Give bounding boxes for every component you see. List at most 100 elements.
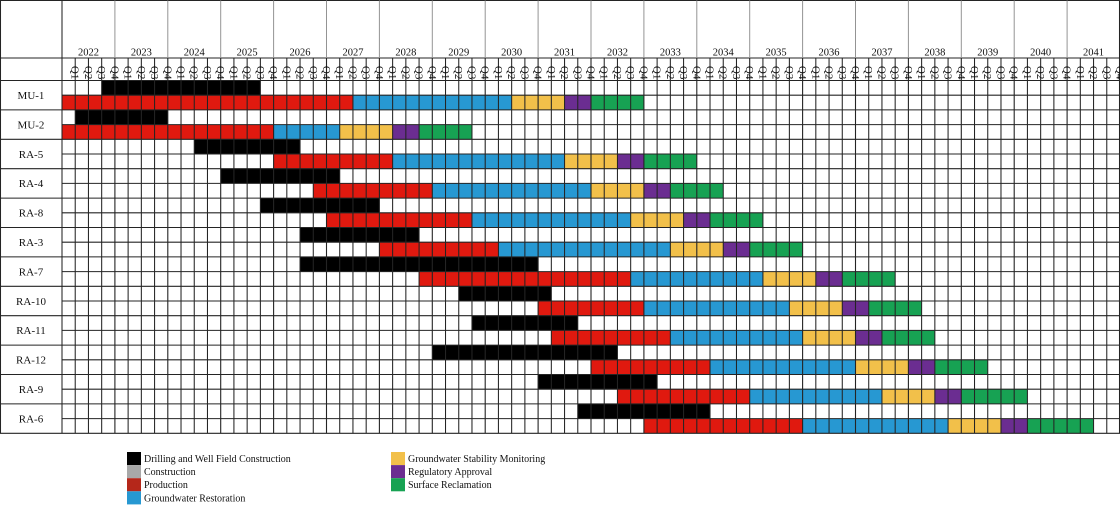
svg-text:Q2: Q2 xyxy=(875,66,887,79)
svg-text:Q2: Q2 xyxy=(82,66,94,79)
svg-text:Q4: Q4 xyxy=(108,66,120,80)
svg-text:Q1: Q1 xyxy=(175,66,187,79)
svg-text:Q3: Q3 xyxy=(624,66,636,80)
svg-text:Q4: Q4 xyxy=(584,66,596,80)
svg-text:Q3: Q3 xyxy=(465,66,477,80)
svg-text:Q3: Q3 xyxy=(677,66,689,80)
svg-text:Q2: Q2 xyxy=(241,66,253,79)
svg-text:Q4: Q4 xyxy=(426,66,438,80)
svg-text:Q2: Q2 xyxy=(135,66,147,79)
svg-text:2032: 2032 xyxy=(607,48,628,59)
svg-text:Q3: Q3 xyxy=(413,66,425,80)
svg-text:Q1: Q1 xyxy=(122,66,134,79)
svg-text:Q1: Q1 xyxy=(227,66,239,79)
svg-text:2028: 2028 xyxy=(395,48,416,59)
svg-text:Q1: Q1 xyxy=(915,66,927,79)
svg-text:Q3: Q3 xyxy=(1047,66,1059,80)
svg-text:Q2: Q2 xyxy=(294,66,306,79)
svg-text:Q4: Q4 xyxy=(1113,66,1120,80)
svg-text:Q3: Q3 xyxy=(889,66,901,80)
svg-text:Q2: Q2 xyxy=(346,66,358,79)
svg-text:Q2: Q2 xyxy=(1034,66,1046,79)
svg-text:Q3: Q3 xyxy=(518,66,530,80)
svg-text:2035: 2035 xyxy=(766,48,787,59)
svg-text:Q3: Q3 xyxy=(836,66,848,80)
svg-text:2030: 2030 xyxy=(501,48,522,59)
svg-text:Drilling and Well Field Constr: Drilling and Well Field Construction xyxy=(144,454,291,465)
svg-text:Q4: Q4 xyxy=(690,66,702,80)
svg-text:Q1: Q1 xyxy=(1074,66,1086,79)
svg-text:Q1: Q1 xyxy=(333,66,345,79)
svg-text:Q2: Q2 xyxy=(717,66,729,79)
svg-text:Q3: Q3 xyxy=(307,66,319,80)
svg-text:Q2: Q2 xyxy=(188,66,200,79)
svg-text:2024: 2024 xyxy=(184,48,206,59)
svg-text:RA-6: RA-6 xyxy=(19,413,44,425)
svg-text:2027: 2027 xyxy=(342,48,363,59)
svg-text:Q2: Q2 xyxy=(505,66,517,79)
svg-text:RA-5: RA-5 xyxy=(19,149,44,161)
svg-text:RA-8: RA-8 xyxy=(19,208,44,220)
svg-text:Surface Reclamation: Surface Reclamation xyxy=(408,480,492,491)
svg-text:Q1: Q1 xyxy=(545,66,557,79)
svg-text:RA-10: RA-10 xyxy=(16,296,46,308)
svg-text:Construction: Construction xyxy=(144,467,196,478)
svg-text:MU-2: MU-2 xyxy=(18,119,45,131)
svg-text:Q3: Q3 xyxy=(1100,66,1112,80)
svg-text:Q1: Q1 xyxy=(69,66,81,79)
svg-text:2039: 2039 xyxy=(977,48,998,59)
svg-text:Q1: Q1 xyxy=(809,66,821,79)
svg-text:Q1: Q1 xyxy=(651,66,663,79)
svg-text:Q1: Q1 xyxy=(862,66,874,79)
svg-text:Q2: Q2 xyxy=(399,66,411,79)
svg-text:RA-9: RA-9 xyxy=(19,384,44,396)
svg-text:2041: 2041 xyxy=(1083,48,1104,59)
svg-text:RA-7: RA-7 xyxy=(19,266,44,278)
svg-text:2026: 2026 xyxy=(290,48,311,59)
svg-text:Q3: Q3 xyxy=(730,66,742,80)
svg-text:Q1: Q1 xyxy=(968,66,980,79)
svg-text:Q4: Q4 xyxy=(796,66,808,80)
svg-text:Q1: Q1 xyxy=(386,66,398,79)
svg-text:Q4: Q4 xyxy=(267,66,279,80)
svg-text:Q3: Q3 xyxy=(942,66,954,80)
svg-text:Q2: Q2 xyxy=(664,66,676,79)
svg-text:Q2: Q2 xyxy=(558,66,570,79)
svg-text:Q4: Q4 xyxy=(373,66,385,80)
svg-text:Q1: Q1 xyxy=(439,66,451,79)
svg-text:Q2: Q2 xyxy=(823,66,835,79)
svg-text:Q4: Q4 xyxy=(1061,66,1073,80)
svg-text:Q3: Q3 xyxy=(360,66,372,80)
svg-text:Q3: Q3 xyxy=(201,66,213,80)
svg-text:RA-4: RA-4 xyxy=(19,178,44,190)
svg-text:Q3: Q3 xyxy=(148,66,160,80)
svg-text:2036: 2036 xyxy=(819,48,840,59)
svg-text:Q4: Q4 xyxy=(479,66,491,80)
svg-text:2029: 2029 xyxy=(448,48,469,59)
svg-text:2040: 2040 xyxy=(1030,48,1051,59)
svg-text:2037: 2037 xyxy=(871,48,892,59)
svg-text:Q3: Q3 xyxy=(254,66,266,80)
svg-text:RA-3: RA-3 xyxy=(19,237,44,249)
svg-text:2034: 2034 xyxy=(713,48,735,59)
svg-text:Q2: Q2 xyxy=(452,66,464,79)
svg-text:RA-12: RA-12 xyxy=(16,355,46,367)
svg-text:Q4: Q4 xyxy=(849,66,861,80)
svg-text:Q2: Q2 xyxy=(981,66,993,79)
svg-text:Q2: Q2 xyxy=(611,66,623,79)
svg-text:Q4: Q4 xyxy=(955,66,967,80)
svg-text:Q2: Q2 xyxy=(1087,66,1099,79)
svg-text:2022: 2022 xyxy=(78,48,99,59)
svg-text:Q3: Q3 xyxy=(994,66,1006,80)
svg-text:Q4: Q4 xyxy=(1008,66,1020,80)
svg-text:Q3: Q3 xyxy=(571,66,583,80)
svg-text:RA-11: RA-11 xyxy=(16,325,46,337)
svg-text:Q3: Q3 xyxy=(95,66,107,80)
svg-text:2038: 2038 xyxy=(924,48,945,59)
svg-text:Q4: Q4 xyxy=(320,66,332,80)
svg-text:Q3: Q3 xyxy=(783,66,795,80)
svg-text:2025: 2025 xyxy=(237,48,258,59)
svg-text:Q4: Q4 xyxy=(214,66,226,80)
svg-text:2023: 2023 xyxy=(131,48,152,59)
svg-text:Q4: Q4 xyxy=(161,66,173,80)
